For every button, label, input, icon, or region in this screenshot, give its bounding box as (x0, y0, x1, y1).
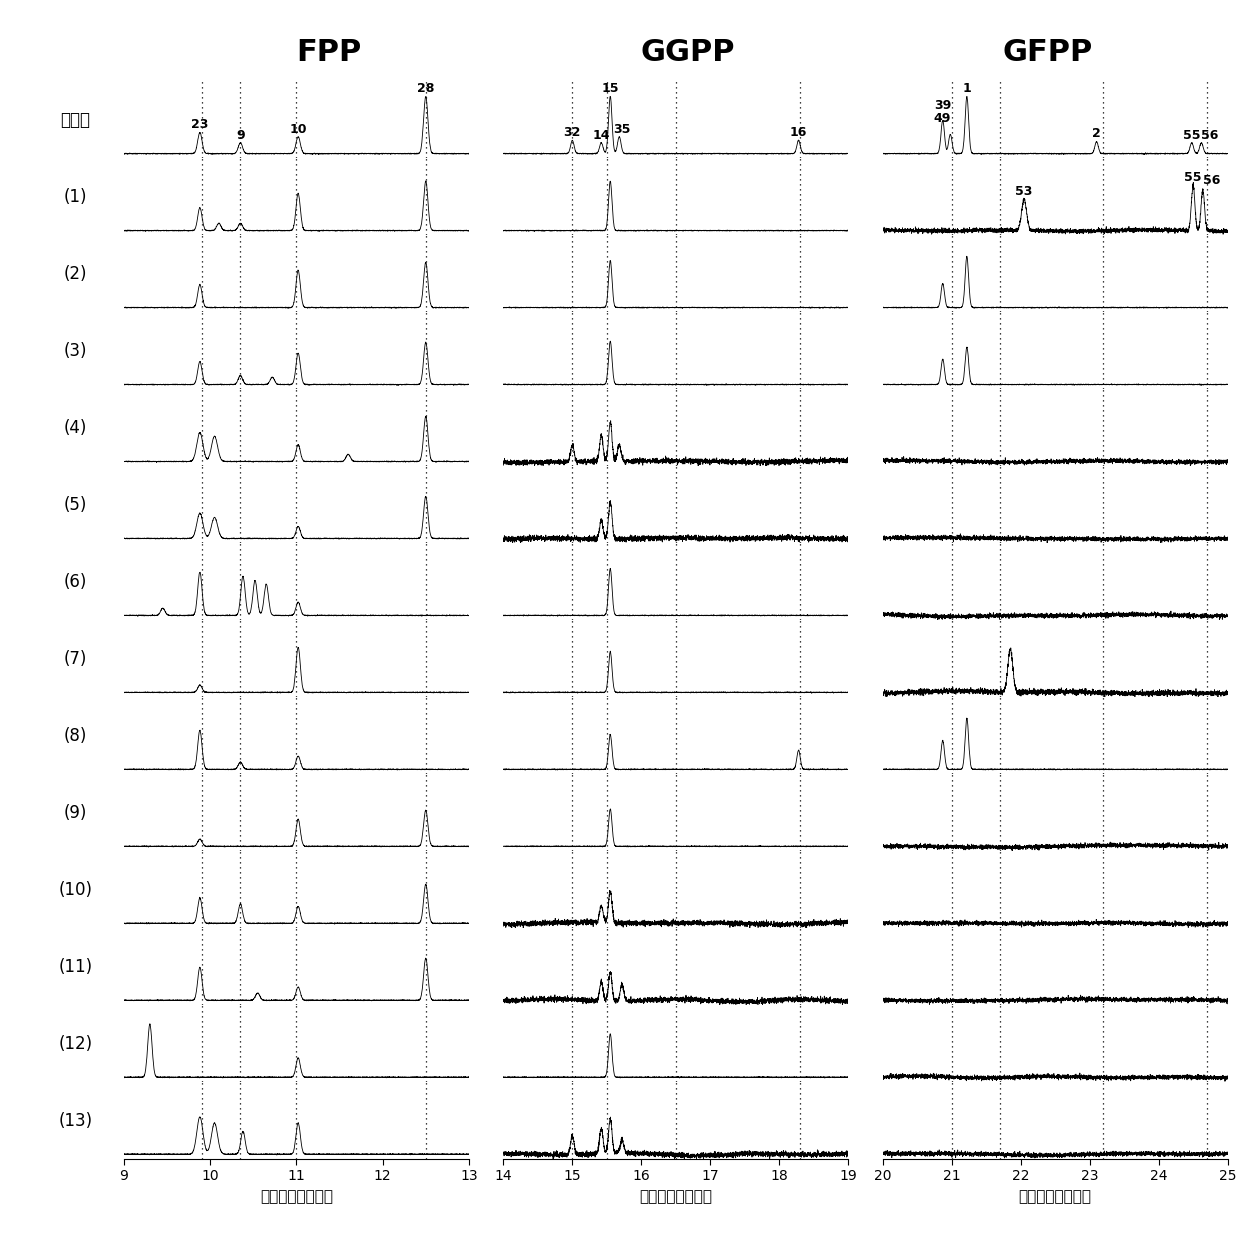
Text: 55: 55 (1184, 170, 1202, 184)
Text: 32: 32 (564, 127, 582, 139)
Text: FPP: FPP (296, 38, 361, 68)
X-axis label: 保留时间（分钟）: 保留时间（分钟） (1019, 1189, 1091, 1204)
Text: 39: 39 (934, 99, 951, 112)
Text: 16: 16 (790, 127, 807, 139)
Y-axis label: (9): (9) (63, 803, 87, 822)
Text: 56: 56 (1203, 174, 1220, 187)
Y-axis label: (4): (4) (63, 419, 87, 437)
Y-axis label: (2): (2) (63, 264, 87, 283)
Text: 1: 1 (962, 83, 971, 95)
Text: 23: 23 (191, 118, 208, 132)
Text: 53: 53 (1016, 184, 1033, 198)
Text: 14: 14 (593, 129, 610, 142)
Y-axis label: (8): (8) (63, 727, 87, 744)
Y-axis label: (3): (3) (63, 342, 87, 360)
Y-axis label: (13): (13) (58, 1111, 93, 1129)
Text: 35: 35 (614, 123, 631, 135)
Text: 2: 2 (1092, 128, 1101, 140)
Text: 10: 10 (289, 123, 308, 135)
Y-axis label: (5): (5) (63, 496, 87, 514)
Y-axis label: 野生型: 野生型 (61, 112, 91, 129)
Text: GFPP: GFPP (1003, 38, 1092, 68)
Text: 15: 15 (601, 83, 619, 95)
X-axis label: 保留时间（分钟）: 保留时间（分钟） (640, 1189, 712, 1204)
Y-axis label: (10): (10) (58, 881, 93, 898)
Y-axis label: (1): (1) (63, 188, 87, 205)
Y-axis label: (12): (12) (58, 1035, 93, 1053)
Text: 55: 55 (1183, 129, 1200, 142)
Text: GGPP: GGPP (641, 38, 735, 68)
X-axis label: 保留时间（分钟）: 保留时间（分钟） (260, 1189, 332, 1204)
Text: 28: 28 (417, 83, 434, 95)
Text: 9: 9 (236, 129, 244, 142)
Y-axis label: (11): (11) (58, 957, 93, 976)
Text: 56: 56 (1202, 129, 1219, 142)
Text: 49: 49 (932, 112, 950, 125)
Y-axis label: (6): (6) (63, 573, 87, 590)
Y-axis label: (7): (7) (63, 650, 87, 668)
